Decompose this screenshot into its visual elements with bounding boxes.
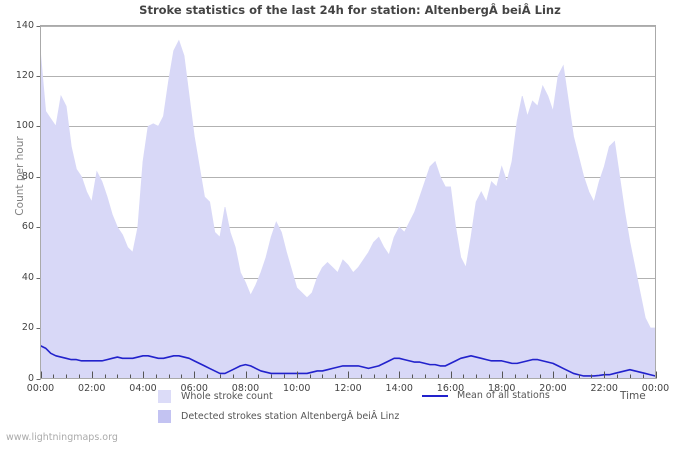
y-tick-label-60: 60 (21, 221, 34, 233)
legend-label-detected-strokes-station: Detected strokes station AltenbergÂ beiÂ… (181, 411, 400, 422)
legend-swatch-detected-strokes-station (158, 410, 171, 423)
x-tick-label-12: 00:00 (641, 382, 670, 394)
legend-label-mean-of-all-stations: Mean of all stations (457, 390, 550, 401)
legend-label-whole-stroke-count: Whole stroke count (181, 391, 273, 402)
chart-legend: Whole stroke count Detected strokes stat… (0, 388, 700, 428)
x-tick-label-9: 18:00 (488, 382, 516, 394)
y-tick-label-40: 40 (21, 271, 34, 283)
x-tick-label-4: 08:00 (231, 382, 260, 394)
legend-swatch-whole-stroke-count (158, 390, 171, 403)
legend-item-whole-stroke-count[interactable]: Whole stroke count (158, 390, 273, 403)
y-tick-label-20: 20 (21, 322, 34, 334)
x-tick-label-6: 12:00 (334, 382, 362, 394)
y-tick-label-0: 0 (27, 372, 34, 384)
footer-watermark: www.lightningmaps.org (6, 432, 118, 443)
legend-line-mean-of-all-stations (422, 394, 448, 397)
plot-frame (40, 25, 656, 379)
y-tick-label-100: 100 (15, 120, 34, 132)
x-axis-label: Time (620, 390, 646, 402)
x-tick-label-11: 22:00 (590, 382, 618, 394)
x-tick-label-5: 10:00 (283, 382, 311, 394)
x-tick-label-7: 14:00 (385, 382, 413, 394)
series-areas (40, 39, 656, 379)
x-tick-label-2: 04:00 (129, 382, 157, 394)
series-lines (40, 345, 656, 377)
legend-item-mean-of-all-stations[interactable]: Mean of all stations (422, 390, 550, 401)
area-series-0 (40, 39, 656, 379)
x-tick-label-1: 02:00 (78, 382, 106, 394)
y-tick-label-80: 80 (21, 170, 34, 182)
x-tick-label-8: 16:00 (436, 382, 465, 394)
y-tick-label-140: 140 (15, 19, 34, 31)
x-tick-label-0: 00:00 (26, 382, 55, 394)
page-title: Stroke statistics of the last 24h for st… (139, 3, 561, 17)
y-tick-label-120: 120 (15, 69, 34, 81)
x-tick-label-3: 06:00 (180, 382, 208, 394)
x-tick-label-10: 20:00 (539, 382, 567, 394)
line-series-0 (40, 345, 656, 377)
axis-ticks (36, 26, 657, 380)
legend-item-detected-strokes-station[interactable]: Detected strokes station AltenbergÂ beiÂ… (158, 410, 399, 423)
